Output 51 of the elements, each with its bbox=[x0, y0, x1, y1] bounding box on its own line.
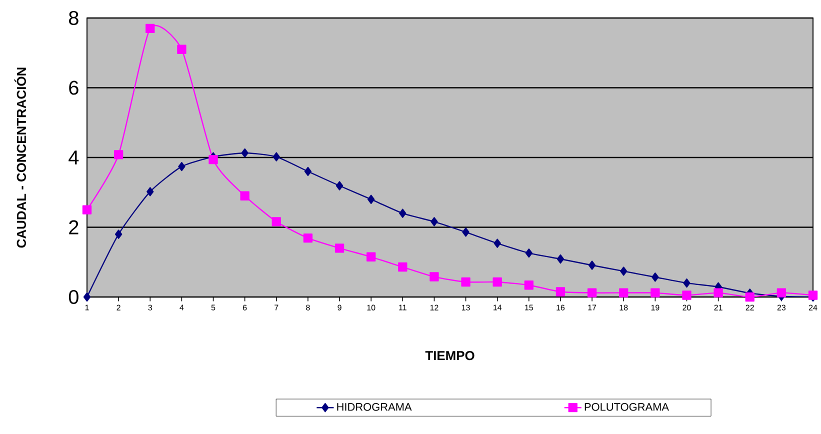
point bbox=[461, 277, 470, 287]
point bbox=[650, 288, 660, 298]
point bbox=[368, 194, 375, 204]
point bbox=[178, 162, 186, 172]
point bbox=[776, 288, 786, 298]
y-axis-title: CAUDAL - CONCENTRACIÓN bbox=[14, 68, 26, 248]
point bbox=[494, 238, 501, 248]
point bbox=[588, 260, 596, 270]
point bbox=[430, 217, 438, 226]
point bbox=[652, 272, 659, 282]
y-tick-label: 4 bbox=[68, 150, 79, 164]
point bbox=[587, 288, 597, 298]
point bbox=[272, 217, 281, 226]
point bbox=[683, 278, 690, 288]
point bbox=[146, 24, 155, 34]
point bbox=[399, 208, 406, 218]
point bbox=[556, 254, 564, 264]
point bbox=[114, 150, 124, 160]
x-axis-title: TIEMPO bbox=[425, 351, 474, 360]
point bbox=[208, 155, 218, 164]
point bbox=[682, 290, 692, 300]
point bbox=[82, 205, 92, 214]
point bbox=[83, 292, 91, 302]
point bbox=[240, 191, 250, 200]
point bbox=[556, 287, 566, 296]
point bbox=[177, 44, 186, 54]
point bbox=[620, 266, 628, 276]
point bbox=[241, 148, 248, 158]
y-tick-label: 2 bbox=[69, 220, 78, 234]
legend-label: POLUTOGRAMA bbox=[584, 403, 670, 411]
point bbox=[398, 262, 408, 272]
point bbox=[524, 280, 534, 290]
point bbox=[745, 292, 754, 302]
point bbox=[146, 187, 154, 196]
point bbox=[430, 272, 439, 282]
point bbox=[714, 288, 723, 298]
point bbox=[619, 288, 628, 298]
point bbox=[304, 166, 312, 176]
point bbox=[366, 252, 376, 262]
point bbox=[303, 233, 313, 243]
point bbox=[334, 244, 344, 253]
point bbox=[525, 248, 533, 258]
y-tick-label: 6 bbox=[69, 80, 78, 95]
point bbox=[336, 181, 344, 190]
point bbox=[114, 230, 122, 239]
point bbox=[462, 228, 470, 237]
legend-label: HIDROGRAMA bbox=[337, 403, 412, 411]
point bbox=[272, 152, 280, 162]
y-tick-label: 8 bbox=[69, 10, 78, 26]
point bbox=[492, 277, 502, 287]
y-tick-label: 0 bbox=[68, 290, 78, 304]
